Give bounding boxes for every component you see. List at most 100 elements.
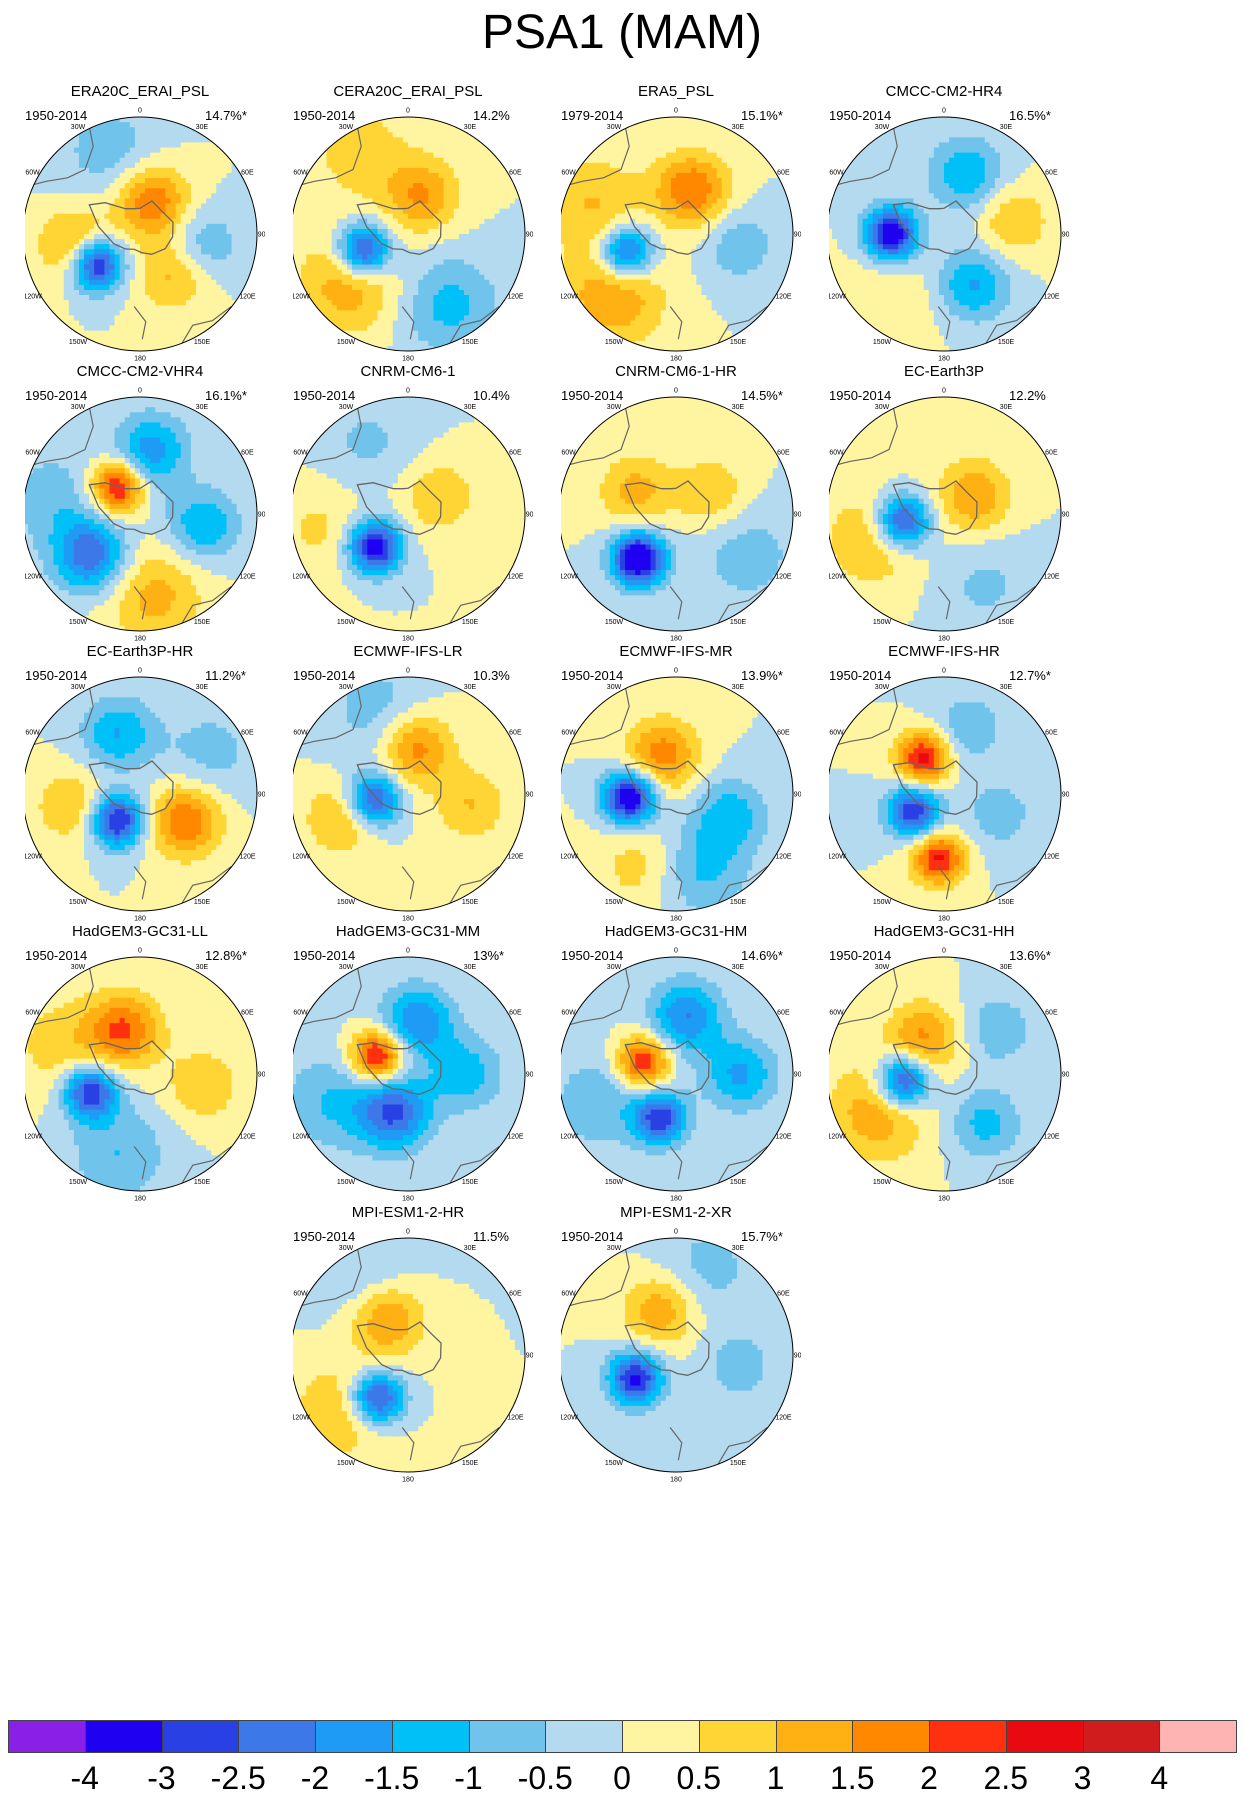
panel-period: 1950-2014 bbox=[561, 388, 623, 404]
polar-map: 030E60E90E120E150E180150W120W90W60W30W bbox=[25, 108, 265, 363]
australia-coastline bbox=[180, 1146, 232, 1186]
new-zealand-coastline bbox=[401, 866, 415, 900]
longitude-label: 60W bbox=[293, 1010, 308, 1017]
longitude-label: 60W bbox=[25, 170, 40, 177]
antarctica-coastline bbox=[624, 1040, 710, 1095]
longitude-label: 60E bbox=[1045, 1010, 1058, 1017]
panel-variance: 15.1%* bbox=[741, 108, 783, 124]
map-panel: CMCC-CM2-VHR4 1950-2014 16.1%* 0 30E 60E 90E 12… bbox=[25, 362, 325, 682]
longitude-label: 120E bbox=[239, 294, 256, 301]
australia-coastline bbox=[984, 586, 1036, 626]
panel-variance: 12.2% bbox=[1009, 388, 1046, 404]
longitude-label: 0 bbox=[406, 108, 410, 115]
longitude-label: 120W bbox=[829, 1134, 846, 1141]
field-contours bbox=[293, 957, 525, 1191]
new-zealand-coastline bbox=[669, 306, 683, 340]
panel-variance: 13.9%* bbox=[741, 668, 783, 684]
colorbar-swatch bbox=[84, 1720, 163, 1753]
south-america-coastline bbox=[293, 957, 362, 1028]
longitude-label: 150E bbox=[462, 899, 479, 906]
map-panel: EC-Earth3P 1950-2014 12.2% 0 30E 60E 90E 120E 15… bbox=[829, 362, 1129, 682]
panel-variance: 15.7%* bbox=[741, 1229, 783, 1245]
longitude-label: 60W bbox=[829, 1010, 844, 1017]
panel-period: 1950-2014 bbox=[25, 388, 87, 404]
map-border bbox=[293, 956, 526, 1192]
field-contours bbox=[25, 957, 257, 1191]
new-zealand-coastline bbox=[133, 1146, 147, 1180]
longitude-label: 150W bbox=[873, 1179, 892, 1186]
longitude-label: 0 bbox=[942, 108, 946, 115]
field-contours bbox=[25, 117, 257, 351]
longitude-label: 60E bbox=[777, 1291, 790, 1298]
longitude-label: 120W bbox=[829, 574, 846, 581]
new-zealand-coastline bbox=[401, 1146, 415, 1180]
longitude-label: 60E bbox=[777, 170, 790, 177]
field-contours bbox=[829, 397, 1061, 631]
panel-variance: 12.8%* bbox=[205, 948, 247, 964]
south-america-coastline bbox=[561, 117, 630, 188]
colorbar-tick-label: 0 bbox=[613, 1760, 631, 1796]
longitude-label: 90E bbox=[794, 1353, 801, 1360]
antarctica-coastline bbox=[88, 200, 174, 255]
colorbar-swatch bbox=[622, 1720, 700, 1753]
south-america-coastline bbox=[561, 1238, 630, 1309]
longitude-label: 150W bbox=[605, 899, 624, 906]
map-border bbox=[561, 676, 794, 912]
colorbar-swatch bbox=[468, 1720, 547, 1753]
panel-period: 1950-2014 bbox=[293, 388, 355, 404]
longitude-label: 150E bbox=[730, 1460, 747, 1467]
panel-title: MPI-ESM1-2-HR bbox=[293, 1203, 523, 1223]
longitude-label: 120E bbox=[507, 1134, 524, 1141]
longitude-label: 30W bbox=[875, 684, 890, 691]
panel-variance: 10.4% bbox=[473, 388, 510, 404]
australia-coastline bbox=[716, 866, 768, 906]
longitude-label: 30W bbox=[71, 124, 86, 131]
panel-title: CMCC-CM2-VHR4 bbox=[25, 362, 255, 382]
longitude-label: 60E bbox=[241, 1010, 254, 1017]
map-border bbox=[293, 396, 526, 632]
new-zealand-coastline bbox=[669, 586, 683, 620]
longitude-label: 180 bbox=[402, 356, 414, 363]
field-contours bbox=[561, 677, 793, 911]
new-zealand-coastline bbox=[401, 586, 415, 620]
colorbar-swatch bbox=[161, 1720, 240, 1753]
longitude-label: 90E bbox=[258, 792, 265, 799]
longitude-label: 120E bbox=[507, 574, 524, 581]
longitude-label: 120E bbox=[507, 294, 524, 301]
longitude-label: 150E bbox=[730, 339, 747, 346]
colorbar-swatch bbox=[1159, 1720, 1237, 1753]
longitude-label: 60E bbox=[1045, 170, 1058, 177]
longitude-label: 30E bbox=[196, 124, 209, 131]
longitude-label: 60E bbox=[777, 1010, 790, 1017]
longitude-label: 30W bbox=[339, 1245, 354, 1252]
longitude-label: 60W bbox=[829, 730, 844, 737]
panel-title: EC-Earth3P-HR bbox=[25, 642, 255, 662]
longitude-label: 120W bbox=[25, 1134, 42, 1141]
figure-title: PSA1 (MAM) bbox=[0, 2, 1244, 64]
new-zealand-coastline bbox=[937, 866, 951, 900]
south-america-coastline bbox=[561, 957, 630, 1028]
longitude-label: 60W bbox=[25, 450, 40, 457]
south-america-coastline bbox=[829, 677, 898, 748]
field-contours bbox=[829, 677, 1061, 911]
longitude-label: 150E bbox=[462, 1179, 479, 1186]
longitude-label: 180 bbox=[938, 636, 950, 643]
colorbar-swatch bbox=[1005, 1720, 1084, 1753]
longitude-label: 120E bbox=[507, 1415, 524, 1422]
colorbar-swatch bbox=[929, 1720, 1007, 1753]
map-border bbox=[829, 956, 1062, 1192]
longitude-label: 120W bbox=[829, 854, 846, 861]
longitude-label: 120W bbox=[561, 574, 578, 581]
longitude-label: 60E bbox=[777, 450, 790, 457]
longitude-label: 0 bbox=[942, 668, 946, 675]
panel-period: 1950-2014 bbox=[25, 108, 87, 124]
field-contours bbox=[293, 677, 525, 911]
longitude-label: 120E bbox=[239, 854, 256, 861]
longitude-label: 0 bbox=[942, 948, 946, 955]
longitude-label: 0 bbox=[674, 668, 678, 675]
longitude-label: 60W bbox=[561, 1291, 576, 1298]
colorbar-swatch bbox=[1082, 1720, 1161, 1753]
longitude-label: 150W bbox=[69, 899, 88, 906]
longitude-label: 60E bbox=[509, 1291, 522, 1298]
south-america-coastline bbox=[561, 677, 630, 748]
